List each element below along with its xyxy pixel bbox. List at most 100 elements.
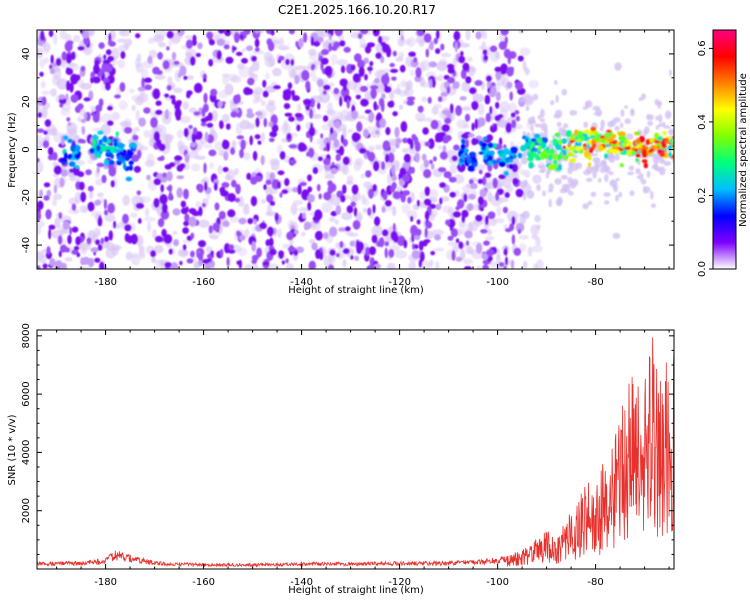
noise-blob (197, 42, 203, 50)
noise-haze (303, 65, 312, 71)
noise-haze (180, 115, 191, 124)
noise-blob (395, 138, 402, 144)
noise-blob (329, 249, 336, 256)
noise-blob (461, 215, 466, 223)
noise-blob (498, 41, 508, 50)
signal-mark (587, 162, 592, 168)
signal-mark (63, 152, 68, 160)
signal-mark (488, 160, 493, 166)
noise-blob (400, 34, 404, 41)
noise-blob (479, 207, 484, 212)
noise-blob (113, 220, 117, 229)
signal-mark (659, 152, 665, 157)
noise-blob (60, 169, 68, 177)
colorbar-tick-label: 0.0 (697, 261, 708, 277)
signal-peak (637, 147, 643, 151)
signal-mark (68, 161, 76, 167)
signal-mark (75, 145, 81, 152)
noise-blob (487, 211, 496, 220)
noise-blob (223, 151, 229, 161)
noise-haze (325, 109, 335, 115)
noise-blob (266, 194, 274, 203)
noise-blob (193, 82, 203, 94)
noise-blob (423, 198, 432, 206)
noise-haze (42, 113, 47, 119)
noise-blob (114, 94, 121, 99)
noise-haze (539, 108, 545, 118)
noise-blob (234, 197, 241, 203)
noise-haze (139, 88, 146, 101)
noise-blob (293, 249, 299, 256)
noise-blob (263, 117, 268, 128)
signal-mark (459, 158, 465, 163)
noise-blob (235, 51, 243, 57)
noise-blob (80, 191, 87, 203)
spectrogram-x-axis: -180 -160 -140 -120 -100 -80 (56, 30, 670, 288)
noise-blob (372, 184, 377, 192)
noise-blob (48, 224, 56, 230)
noise-blob (203, 92, 208, 104)
noise-haze (214, 141, 224, 151)
noise-haze (37, 251, 45, 261)
noise-haze (402, 147, 409, 154)
noise-haze (635, 168, 641, 175)
noise-haze (435, 261, 440, 269)
noise-blob (449, 103, 454, 114)
signal-mark (606, 138, 614, 143)
noise-blob (457, 199, 465, 209)
noise-haze (465, 245, 474, 255)
noise-blob (132, 134, 139, 141)
noise-blob (447, 235, 454, 241)
signal-peak (624, 146, 630, 150)
noise-haze (118, 44, 128, 52)
noise-blob (298, 37, 304, 49)
noise-haze (657, 114, 663, 123)
noise-haze (356, 115, 366, 120)
signal-mark (517, 152, 523, 159)
noise-blob (502, 206, 508, 214)
noise-blob (192, 127, 198, 135)
figure-title: C2E1.2025.166.10.20.R17 (278, 3, 436, 17)
signal-mark (107, 146, 114, 150)
noise-blob (490, 82, 496, 88)
noise-haze (608, 171, 614, 176)
noise-blob (340, 65, 346, 74)
noise-blob (441, 124, 451, 132)
noise-haze (406, 210, 418, 221)
noise-blob (198, 206, 203, 217)
noise-blob (507, 55, 511, 65)
noise-haze (144, 207, 150, 218)
noise-haze (539, 118, 546, 123)
noise-blob (385, 127, 391, 136)
spectrogram-x-label: Height of straight line (km) (288, 285, 424, 296)
noise-haze (74, 192, 82, 204)
noise-blob (468, 193, 476, 200)
noise-blob (48, 30, 54, 38)
noise-haze (524, 67, 530, 76)
noise-blob (210, 250, 214, 256)
noise-blob (359, 85, 368, 92)
noise-blob (176, 175, 185, 180)
noise-haze (519, 47, 531, 56)
colorbar: 0.0 0.2 0.4 0.6 Normalized spectral amplitu… (697, 29, 749, 277)
signal-mark (668, 138, 674, 143)
noise-haze (453, 174, 465, 184)
noise-blob (340, 194, 346, 203)
noise-blob (137, 218, 142, 224)
signal-mark (130, 147, 134, 152)
noise-haze (624, 118, 631, 124)
noise-blob (446, 86, 451, 94)
noise-haze (41, 90, 51, 96)
noise-blob (433, 37, 438, 45)
noise-haze (138, 250, 146, 260)
noise-blob (291, 95, 300, 102)
noise-haze (242, 203, 247, 215)
noise-blob (406, 96, 416, 101)
noise-blob (334, 30, 343, 37)
noise-blob (90, 247, 99, 253)
noise-blob (77, 46, 85, 51)
noise-haze (279, 37, 284, 47)
noise-haze (476, 265, 482, 269)
noise-blob (308, 260, 316, 269)
y-tick-label: 8000 (21, 323, 32, 348)
